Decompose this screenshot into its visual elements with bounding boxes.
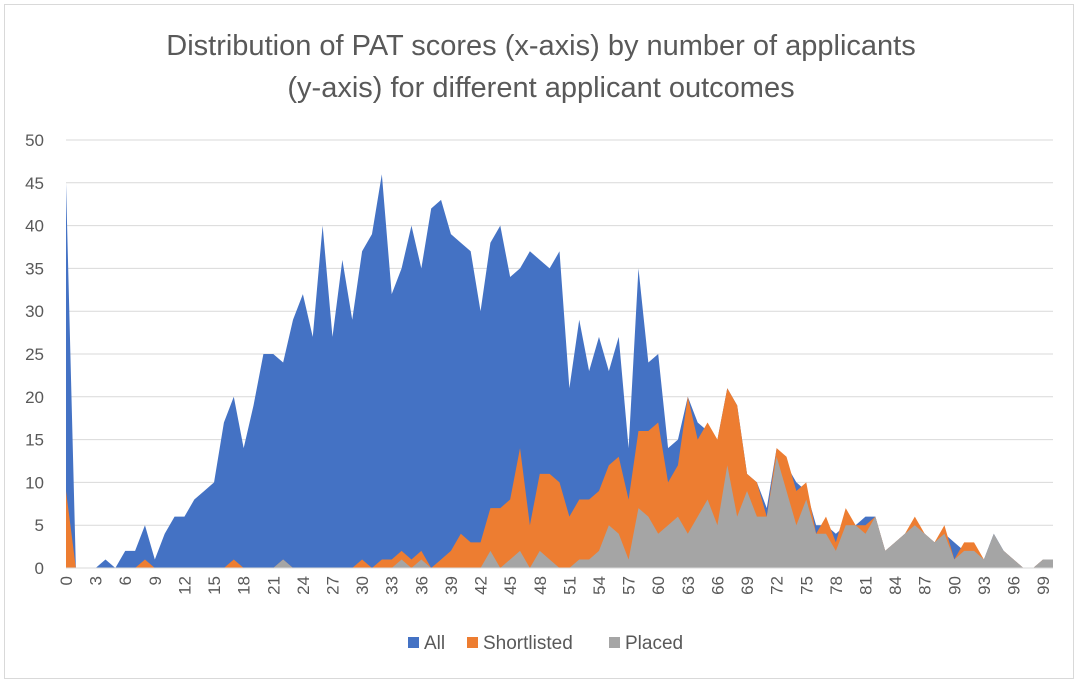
y-tick-label: 25	[25, 345, 44, 364]
legend: All Shortlisted Placed	[408, 633, 683, 654]
x-tick-label: 21	[264, 576, 283, 595]
x-tick-label: 72	[768, 576, 787, 595]
x-tick-label: 18	[235, 576, 254, 595]
x-tick-label: 99	[1034, 576, 1053, 595]
series-area-all	[66, 174, 1053, 569]
chart-title-line-2: (y-axis) for different applicant outcome…	[287, 72, 794, 104]
x-tick-label: 39	[442, 576, 461, 595]
legend-label-all: All	[424, 633, 445, 654]
legend-swatch-placed	[609, 637, 620, 648]
y-tick-label: 45	[25, 174, 44, 193]
x-tick-label: 48	[531, 576, 550, 595]
x-tick-label: 96	[1005, 576, 1024, 595]
x-tick-label: 90	[945, 576, 964, 595]
y-tick-label: 50	[25, 131, 44, 150]
legend-swatch-all	[408, 637, 419, 648]
x-tick-label: 12	[175, 576, 194, 595]
x-tick-label: 60	[649, 576, 668, 595]
x-tick-label: 24	[294, 576, 313, 595]
x-tick-label: 36	[412, 576, 431, 595]
y-tick-label: 10	[25, 473, 44, 492]
y-tick-label: 40	[25, 217, 44, 236]
x-tick-label: 81	[856, 576, 875, 595]
x-tick-label: 51	[560, 576, 579, 595]
y-tick-label: 5	[35, 516, 44, 535]
legend-swatch-shortlisted	[467, 637, 478, 648]
y-tick-label: 30	[25, 302, 44, 321]
x-tick-label: 66	[708, 576, 727, 595]
y-tick-label: 35	[25, 259, 44, 278]
x-tick-label: 87	[916, 576, 935, 595]
x-tick-label: 33	[383, 576, 402, 595]
legend-label-placed: Placed	[625, 633, 683, 654]
x-tick-label: 42	[472, 576, 491, 595]
x-tick-label: 9	[146, 576, 165, 585]
x-tick-label: 0	[57, 576, 76, 585]
x-tick-label: 27	[323, 576, 342, 595]
x-tick-label: 78	[827, 576, 846, 595]
chart-title-line-1: Distribution of PAT scores (x-axis) by n…	[166, 30, 915, 62]
y-tick-label: 20	[25, 388, 44, 407]
x-tick-label: 69	[738, 576, 757, 595]
x-tick-label: 6	[116, 576, 135, 585]
x-tick-label: 57	[620, 576, 639, 595]
y-tick-label: 15	[25, 431, 44, 450]
series-area-placed	[66, 456, 1053, 568]
x-tick-label: 63	[679, 576, 698, 595]
x-tick-label: 93	[975, 576, 994, 595]
axes: 0 3 6 9 12 15 18 21 24 27 30 33 36 39 42 45 48 51 54 57 60 63…	[57, 567, 1053, 595]
y-tick-label: 0	[35, 559, 44, 578]
x-tick-label: 3	[87, 576, 106, 585]
x-tick-label: 54	[590, 576, 609, 595]
x-tick-label: 15	[205, 576, 224, 595]
x-tick-label: 84	[886, 576, 905, 595]
x-tick-label: 30	[353, 576, 372, 595]
x-tick-label: 45	[501, 576, 520, 595]
legend-label-shortlisted: Shortlisted	[483, 633, 573, 654]
x-tick-label: 75	[797, 576, 816, 595]
series-areas	[66, 174, 1053, 569]
